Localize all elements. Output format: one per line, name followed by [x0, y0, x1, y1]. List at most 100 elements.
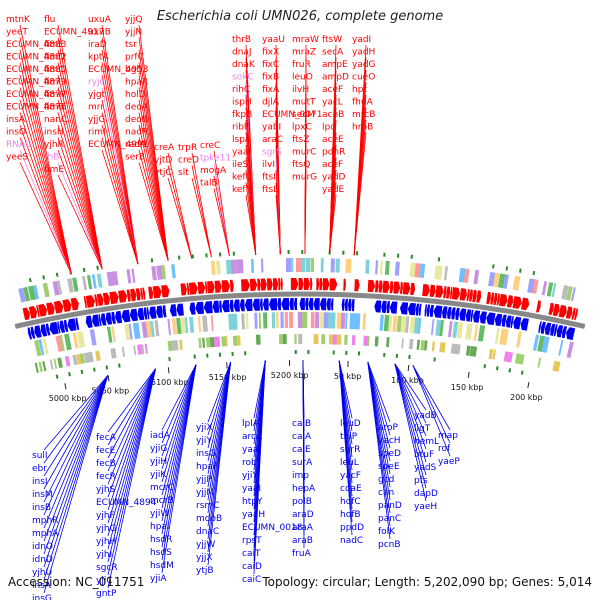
- gene-label-forward: mtnK: [6, 15, 31, 25]
- reverse-gene-arrow: [472, 310, 481, 323]
- gene-label-reverse: mphA: [32, 529, 59, 539]
- reverse-gene-arrow: [121, 309, 131, 323]
- gene-label-reverse: yjhS: [96, 485, 116, 495]
- reverse-gene-arrow: [149, 306, 157, 319]
- position-tick: [107, 375, 110, 382]
- gene-label-forward: ryjC: [88, 78, 106, 88]
- gene-label-forward: djlA: [262, 98, 280, 108]
- reverse-feature-block: [258, 312, 262, 329]
- forward-feature-block: [81, 275, 88, 291]
- reverse-gene-arrow: [75, 317, 80, 330]
- reverse-feature-block: [328, 334, 334, 345]
- reverse-gene-arrow: [426, 304, 431, 317]
- gene-label-forward: trpR: [178, 143, 197, 153]
- gene-label-forward: fimE: [44, 40, 64, 50]
- forward-gene-arrow: [249, 278, 258, 291]
- reverse-feature-block: [374, 336, 379, 347]
- label-leader-line: [107, 368, 156, 446]
- reverse-feature-block: [262, 312, 268, 329]
- reverse-gene-arrow: [447, 306, 452, 320]
- label-leader-line: [57, 99, 103, 270]
- feature-marker: [483, 364, 487, 369]
- reverse-gene-arrow: [424, 304, 428, 317]
- reverse-feature-block: [232, 313, 238, 330]
- genome-backbone: [14, 291, 586, 329]
- label-leader-line: [101, 112, 139, 265]
- reverse-gene-arrow: [169, 304, 177, 317]
- forward-gene-arrow: [558, 304, 567, 318]
- gene-label-forward: ftsL: [262, 185, 278, 195]
- gene-label-reverse: fecR: [96, 472, 116, 482]
- forward-gene-arrow: [389, 281, 394, 294]
- gene-label-forward: yacL: [322, 98, 343, 108]
- reverse-feature-block: [76, 331, 86, 348]
- label-leader-line: [101, 137, 139, 265]
- gene-label-forward: ribF: [232, 123, 249, 133]
- label-leader-line: [161, 364, 197, 509]
- reverse-gene-arrow: [407, 302, 416, 316]
- reverse-feature-block: [336, 334, 342, 345]
- forward-gene-arrow: [207, 281, 215, 294]
- reverse-feature-block: [57, 357, 63, 369]
- label-leader-line: [304, 182, 307, 255]
- gene-label-reverse: caiC: [242, 575, 261, 585]
- gene-label-reverse: yjjM: [196, 488, 214, 498]
- forward-feature-block: [300, 258, 306, 273]
- position-tick-label: 150 kbp: [451, 383, 484, 392]
- label-leader-line: [138, 149, 169, 261]
- gene-label-forward: holD: [125, 90, 146, 100]
- forward-feature-block: [512, 275, 521, 291]
- label-leader-line: [57, 87, 103, 270]
- label-leader-line: [367, 361, 391, 540]
- gene-label-forward: mogA: [200, 166, 227, 176]
- feature-marker: [42, 275, 46, 280]
- reverse-feature-block: [541, 336, 550, 353]
- reverse-feature-block: [362, 313, 367, 330]
- gene-label-forward: fimA: [44, 90, 65, 100]
- reverse-feature-block: [236, 335, 241, 346]
- forward-gene-arrow: [188, 282, 198, 295]
- reverse-gene-arrow: [501, 314, 507, 327]
- reverse-feature-block: [321, 334, 326, 345]
- label-leader-line: [367, 361, 391, 449]
- label-leader-line: [253, 360, 266, 575]
- forward-gene-arrow: [70, 297, 79, 311]
- label-leader-line: [138, 112, 169, 261]
- forward-feature-block: [215, 260, 221, 275]
- label-leader-line: [19, 37, 72, 275]
- gene-label-reverse: araA: [292, 523, 314, 533]
- label-leader-line: [107, 368, 156, 524]
- gene-label-reverse: folK: [378, 527, 396, 537]
- gene-label-reverse: leuL: [340, 458, 359, 468]
- forward-feature-block: [18, 287, 26, 303]
- gene-label-reverse: yjjP: [196, 475, 212, 485]
- reverse-feature-block: [128, 323, 133, 340]
- reverse-gene-arrow: [520, 317, 529, 331]
- reverse-feature-block: [225, 336, 228, 347]
- forward-feature-block: [295, 258, 303, 273]
- reverse-feature-block: [279, 334, 284, 345]
- gene-label-forward: ftsI: [262, 173, 276, 183]
- gene-label-forward: mutT: [292, 98, 316, 108]
- gene-label-forward: serB: [125, 153, 145, 163]
- forward-feature-block: [532, 279, 539, 294]
- reverse-feature-block: [87, 351, 94, 363]
- label-leader-line: [394, 363, 427, 437]
- gene-label-reverse: insG: [32, 594, 52, 600]
- gene-label-reverse: insI: [32, 477, 48, 487]
- forward-gene-arrow: [548, 302, 554, 316]
- forward-feature-block: [502, 274, 509, 289]
- label-leader-line: [107, 368, 156, 433]
- forward-feature-block: [171, 264, 176, 279]
- accession-label: Accession: NC_011751: [8, 575, 145, 589]
- forward-gene-arrow: [140, 287, 143, 300]
- forward-gene-arrow: [459, 288, 468, 301]
- reverse-gene-arrow: [562, 326, 568, 339]
- reverse-feature-block: [79, 353, 86, 364]
- reverse-gene-arrow: [49, 321, 59, 335]
- reverse-feature-block: [144, 343, 148, 354]
- gene-label-reverse: fecA: [96, 433, 117, 443]
- gene-label-forward: ECUMN_4876: [6, 103, 67, 113]
- reverse-feature-block: [477, 325, 486, 342]
- gene-label-forward: tpke11: [200, 154, 231, 164]
